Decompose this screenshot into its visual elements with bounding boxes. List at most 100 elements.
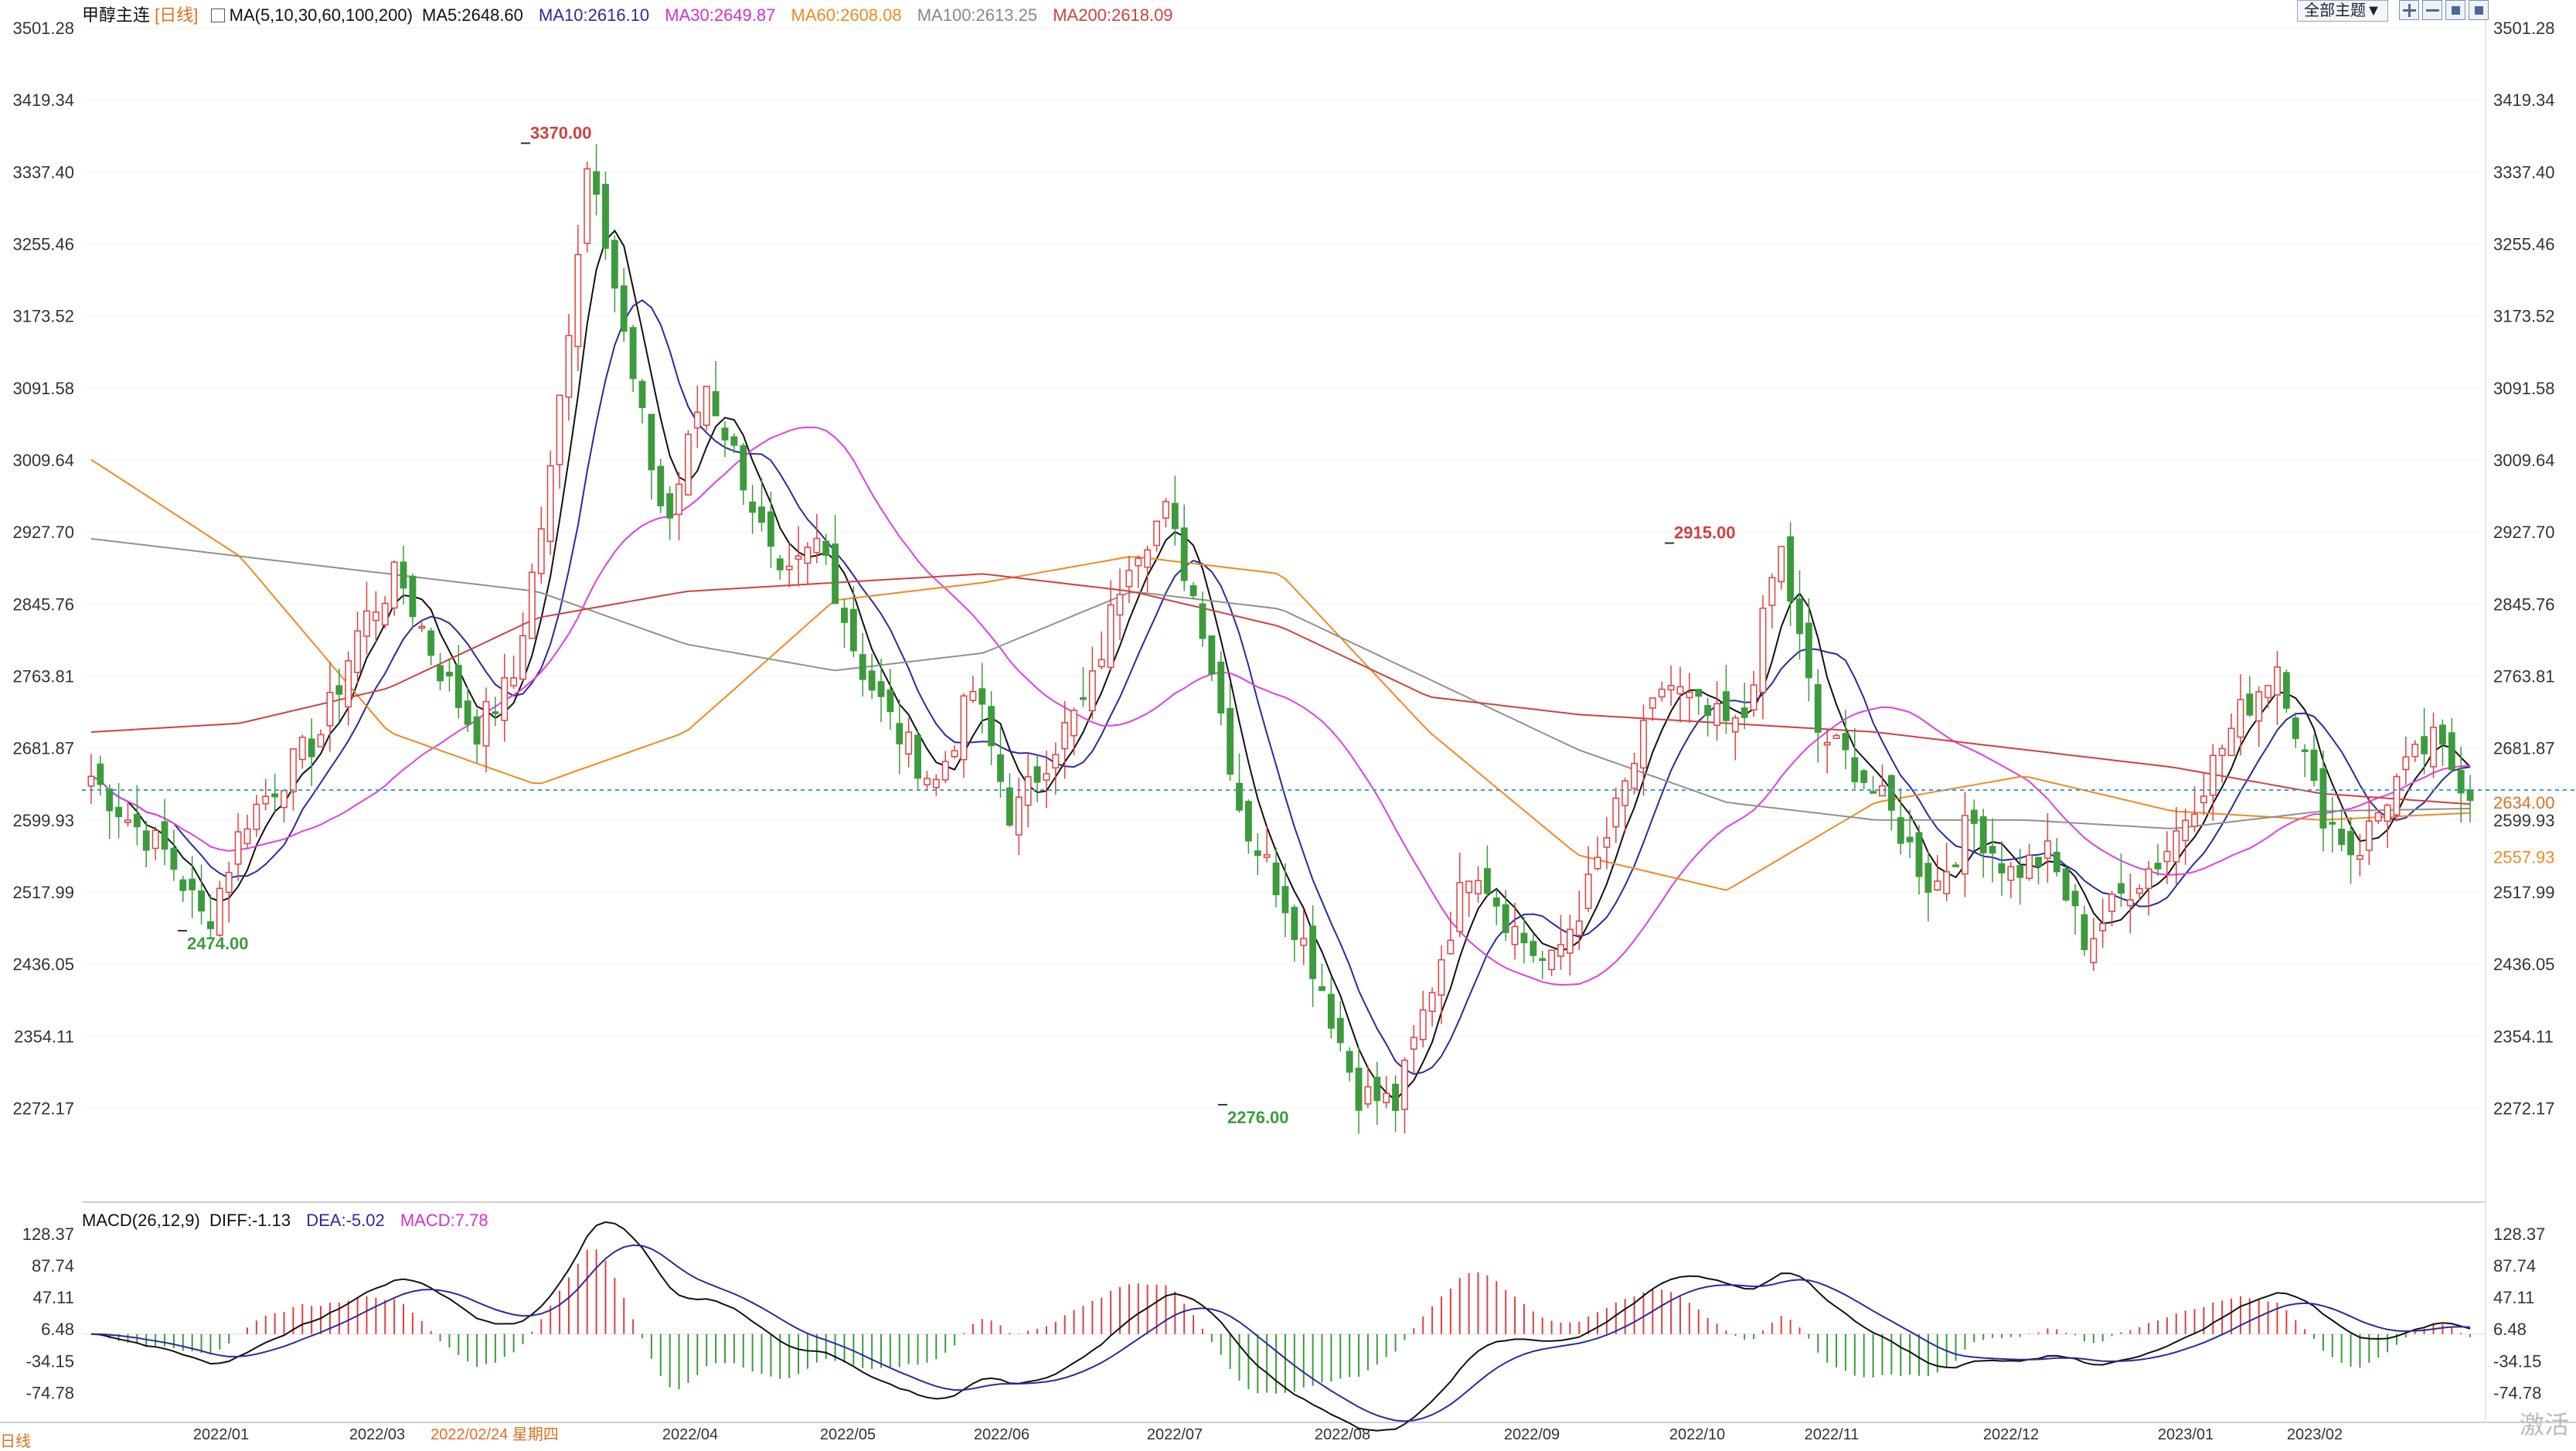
ma-settings-icon[interactable] [210, 9, 225, 22]
macd-tick-left: -74.78 [26, 1383, 74, 1402]
candle-body [574, 254, 582, 348]
theme-dropdown-button[interactable]: 全部主题▼ [2297, 0, 2388, 22]
candle-body [785, 565, 793, 571]
zoom-out-icon[interactable] [2422, 0, 2442, 20]
macd-diff: DIFF:-1.13 [209, 1211, 291, 1230]
candle-body [1392, 1083, 1399, 1112]
candle-body [1465, 880, 1473, 894]
candle-body [1924, 863, 1932, 893]
watermark: 激活 [2520, 1411, 2570, 1439]
candle-body [822, 540, 830, 557]
candle-body [1107, 604, 1114, 668]
candle-body [2227, 727, 2235, 757]
annotations: 2634.00 2557.93 3370.00 2474.00 2276.00 2915.… [82, 123, 2576, 1127]
candle-body [1520, 932, 1528, 944]
candle-body [1162, 501, 1169, 519]
scroll-right-icon[interactable] [2469, 0, 2489, 20]
time-tick-label: 2022/11 [1805, 1426, 1860, 1442]
candle-body [1199, 603, 1206, 639]
candle-body [2081, 914, 2088, 951]
candle-body [189, 878, 196, 891]
candle-body [1934, 880, 1941, 891]
period-label[interactable]: [日线] [155, 5, 199, 25]
zoom-in-icon[interactable] [2399, 0, 2419, 20]
candle-body [886, 689, 894, 713]
candle-body [1860, 770, 1868, 783]
candle-body [1989, 846, 1996, 854]
price-tick-right: 3173.52 [2493, 307, 2555, 326]
candle-body [2274, 666, 2281, 696]
candle-body [1116, 594, 1124, 616]
candle-body [2035, 857, 2042, 867]
candle-body [97, 763, 104, 785]
candle-body [1778, 546, 1785, 583]
candle-body [2145, 868, 2152, 889]
time-tick-label: 2022/03 [349, 1426, 405, 1442]
candle-body [1566, 928, 1574, 954]
candle-body [1539, 958, 1547, 961]
price-tick-right: 3419.34 [2493, 90, 2555, 110]
price-tick-left: 2599.93 [12, 811, 74, 830]
scroll-left-icon[interactable] [2445, 0, 2465, 20]
candle-body [2053, 851, 2060, 873]
candle-body [418, 625, 426, 629]
candle-body [1731, 717, 1739, 733]
candle-body [924, 778, 931, 785]
candle-body [1832, 734, 1840, 739]
candle-body [390, 561, 398, 609]
candle-body [1171, 502, 1179, 530]
candle-body [2099, 922, 2107, 932]
last-price-label: 2634.00 [2493, 793, 2555, 812]
candle-body [2154, 863, 2162, 870]
price-tick-right: 2681.87 [2493, 739, 2555, 758]
macd-value: MACD:7.78 [400, 1211, 488, 1230]
candle-body [510, 677, 518, 686]
candle-body [1768, 577, 1776, 606]
candle-body [2218, 748, 2226, 756]
candle-body [666, 493, 674, 519]
ma10-value: MA10:2616.10 [539, 5, 650, 25]
candle-body [648, 414, 655, 471]
candle-body [2357, 855, 2363, 860]
candle-body [427, 630, 435, 656]
time-tick-label: 2023/02 [2287, 1426, 2343, 1442]
candle-body [1244, 801, 1252, 842]
candle-body [1401, 1059, 1408, 1110]
macd-header: MACD(26,12,9) DIFF:-1.13 DEA:-5.02 MACD:… [82, 1211, 488, 1231]
candle-body [1961, 815, 1969, 875]
candle-body [1475, 880, 1482, 894]
time-tick-label: 2022/10 [1669, 1426, 1725, 1442]
candle-body [556, 394, 563, 465]
candle-body [951, 750, 958, 758]
candle-body [813, 537, 821, 553]
candle-body [1383, 1092, 1390, 1104]
candle-body [1584, 874, 1592, 909]
candle-body [1970, 809, 1978, 824]
candle-body [1823, 741, 1831, 746]
bottom-period-label[interactable]: 日线 [0, 1433, 31, 1450]
candle-body [161, 821, 168, 850]
time-tick-label: 2022/04 [662, 1426, 718, 1442]
candle-body [115, 806, 123, 818]
candle-body [1897, 817, 1904, 844]
price-tick-right: 3091.58 [2493, 379, 2555, 398]
candle-body [602, 183, 609, 249]
candle-body [767, 511, 774, 547]
candle-body [2421, 736, 2428, 754]
candle-body [1373, 1076, 1381, 1102]
candle-body [537, 528, 545, 574]
candle-body [363, 610, 370, 637]
chart-header: 甲醇主连 [日线] MA(5,10,30,60,100,200) MA5:264… [82, 2, 1173, 26]
candle-body [243, 828, 251, 845]
candle-body [1153, 520, 1160, 547]
candle-body [1088, 670, 1096, 712]
price-tick-right: 3337.40 [2493, 162, 2555, 182]
candle-body [151, 829, 159, 850]
candle-body [1704, 705, 1712, 716]
price-tick-left: 2272.17 [12, 1098, 74, 1118]
macd-tick-left: -34.15 [26, 1351, 74, 1371]
price-tick-left: 2927.70 [12, 523, 74, 542]
candle-body [2301, 749, 2309, 752]
candle-body [1787, 536, 1795, 602]
candle-body [473, 716, 481, 745]
